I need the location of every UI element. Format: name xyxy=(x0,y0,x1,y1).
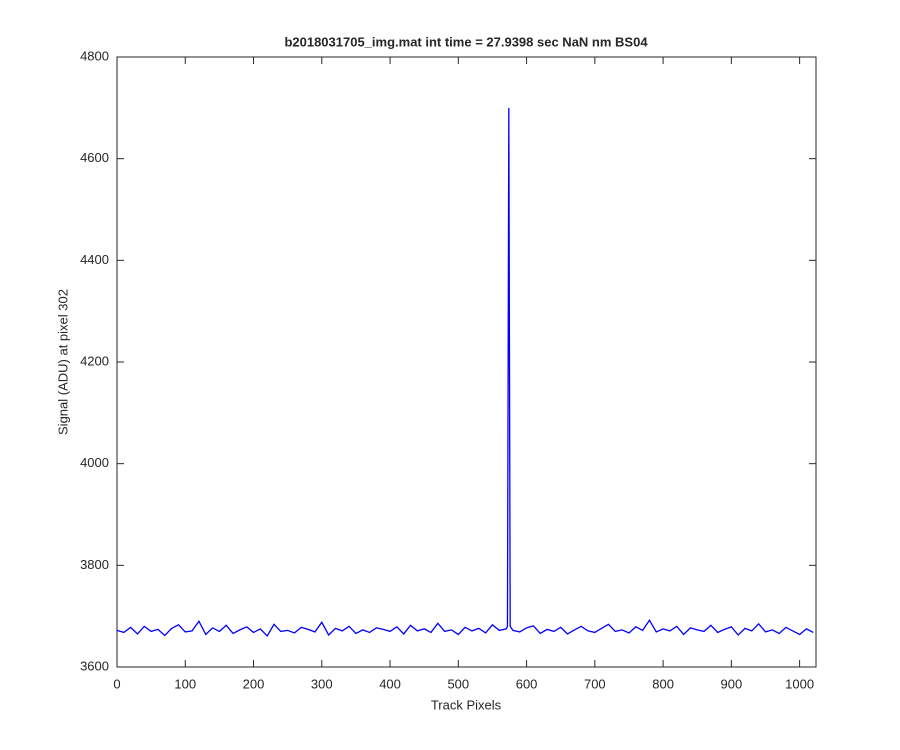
x-tick-label: 400 xyxy=(379,676,401,691)
y-tick-label: 4800 xyxy=(80,48,109,63)
x-tick-label: 600 xyxy=(516,676,538,691)
x-tick-label: 1000 xyxy=(785,676,814,691)
plot-area xyxy=(116,56,817,668)
chart-title: b2018031705_img.mat int time = 27.9398 s… xyxy=(284,34,648,49)
y-tick-label: 3600 xyxy=(80,658,109,673)
x-tick-label: 800 xyxy=(652,676,674,691)
x-tick-label: 500 xyxy=(447,676,469,691)
y-tick-label: 4200 xyxy=(80,353,109,368)
x-tick-label: 300 xyxy=(311,676,333,691)
y-tick-label: 4000 xyxy=(80,455,109,470)
y-tick-label: 4400 xyxy=(80,252,109,267)
x-tick-label: 100 xyxy=(174,676,196,691)
x-axis-label: Track Pixels xyxy=(431,697,502,712)
y-tick-label: 3800 xyxy=(80,557,109,572)
x-tick-label: 900 xyxy=(721,676,743,691)
x-tick-label: 700 xyxy=(584,676,606,691)
x-tick-label: 200 xyxy=(243,676,265,691)
x-tick-label: 0 xyxy=(113,676,120,691)
y-axis-label: Signal (ADU) at pixel 302 xyxy=(55,289,70,435)
data-line xyxy=(116,107,814,638)
y-tick-label: 4600 xyxy=(80,150,109,165)
